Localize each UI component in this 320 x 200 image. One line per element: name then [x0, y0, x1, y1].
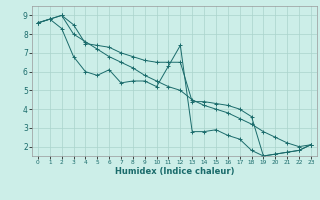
- X-axis label: Humidex (Indice chaleur): Humidex (Indice chaleur): [115, 167, 234, 176]
